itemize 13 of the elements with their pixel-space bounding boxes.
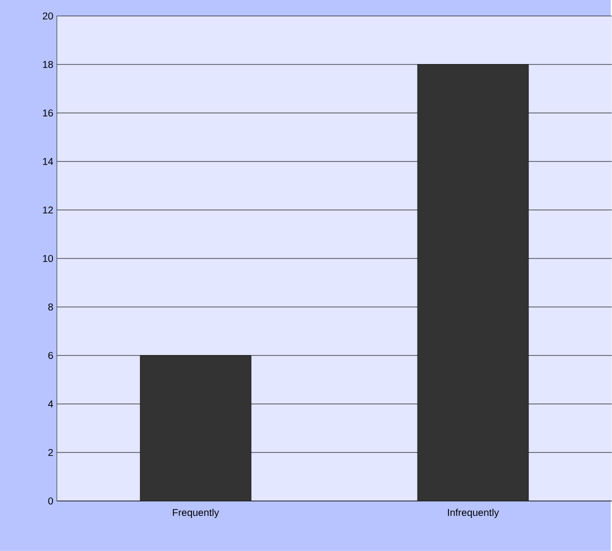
y-tick-label: 8: [48, 304, 53, 311]
x-tick-label: Frequently: [172, 508, 220, 518]
y-tick-label: 14: [43, 158, 54, 165]
y-tick-label: 4: [48, 400, 54, 408]
x-tick-label: Infrequently: [448, 508, 499, 518]
y-tick-label: 0: [48, 498, 53, 505]
y-tick-label: 6: [48, 352, 53, 360]
y-tick-label: 16: [43, 110, 53, 117]
y-tick-label: 10: [43, 255, 53, 262]
y-tick-label: 18: [43, 61, 53, 68]
y-tick-label: 20: [42, 12, 53, 20]
y-tick-label: 2: [48, 449, 53, 456]
y-tick-label: 12: [43, 206, 53, 214]
